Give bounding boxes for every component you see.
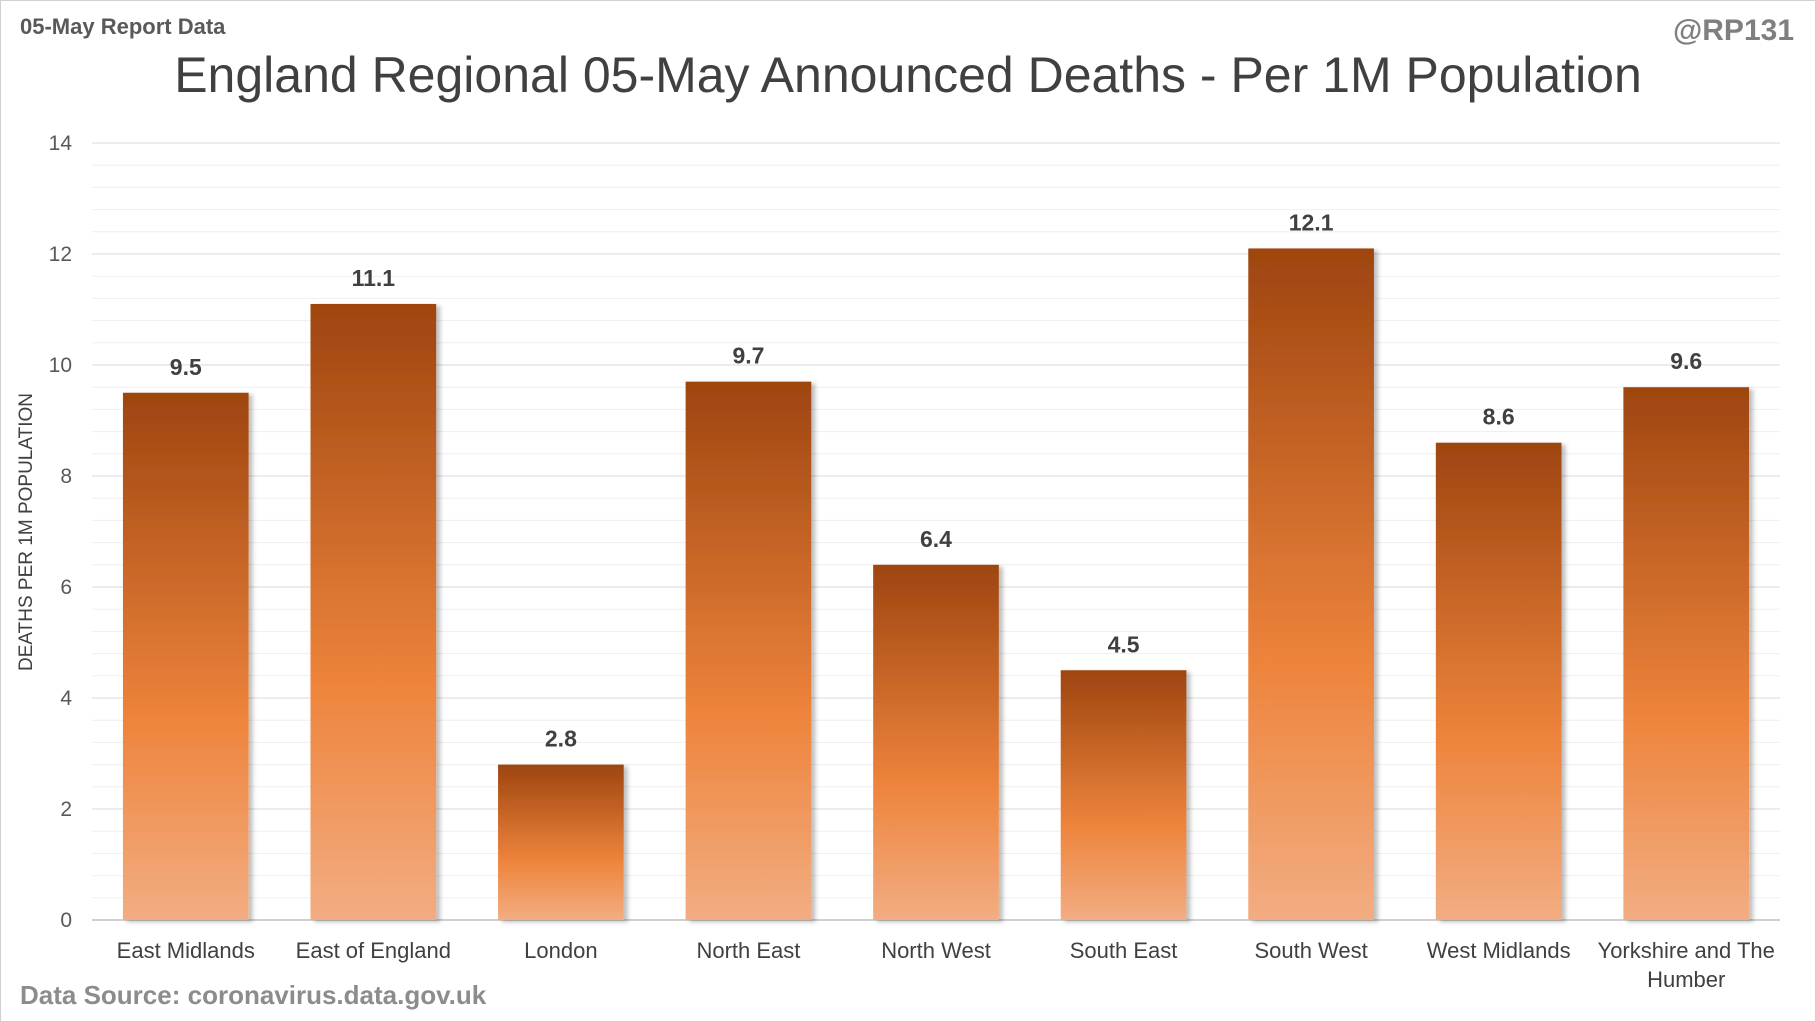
x-tick-label: Yorkshire and The [1598,938,1775,963]
x-tick-label: Humber [1647,967,1725,992]
author-handle: @RP131 [1673,14,1794,47]
x-tick-label: South West [1254,938,1367,963]
data-label: 8.6 [1483,404,1515,430]
y-tick-label: 6 [60,576,72,599]
x-tick-label: East of England [296,938,451,963]
data-label: 9.7 [732,343,764,369]
bar [1435,442,1562,920]
y-tick-label: 0 [60,909,72,932]
y-tick-label: 2 [60,798,72,821]
data-label: 12.1 [1289,209,1334,235]
data-source: Data Source: coronavirus.data.gov.uk [20,980,487,1010]
y-tick-label: 8 [60,465,72,488]
bar [1248,248,1374,920]
x-tick-label: East Midlands [117,938,255,963]
y-tick-label: 14 [49,132,73,155]
x-tick-label: West Midlands [1427,938,1571,963]
data-label: 6.4 [920,526,952,552]
x-tick-label: South East [1070,938,1178,963]
data-label: 9.6 [1670,348,1702,374]
bar [1060,670,1187,920]
y-tick-label: 4 [60,687,72,710]
y-tick-label: 12 [49,243,72,266]
bar [498,764,624,920]
y-tick-label: 10 [49,354,72,377]
chart-title: England Regional 05-May Announced Deaths… [174,47,1642,103]
data-label: 9.5 [170,354,202,380]
bar [1623,387,1750,920]
x-tick-label: North East [696,938,800,963]
data-label: 11.1 [352,265,396,291]
bar [122,392,249,920]
x-tick-label: North West [881,938,991,963]
bar [685,381,812,920]
x-tick-label: London [524,938,597,963]
y-axis-title: DEATHS PER 1M POPULATION [16,393,37,671]
bar [873,564,999,920]
bar [310,303,437,920]
bars [122,248,1750,920]
data-label: 2.8 [545,726,577,752]
labels: 0 2 4 6 8 10 12 14 9.5 East Midlands 11.1 East of E… [49,132,1775,992]
report-date-label: 05-May Report Data [20,14,226,39]
data-label: 4.5 [1108,631,1140,657]
